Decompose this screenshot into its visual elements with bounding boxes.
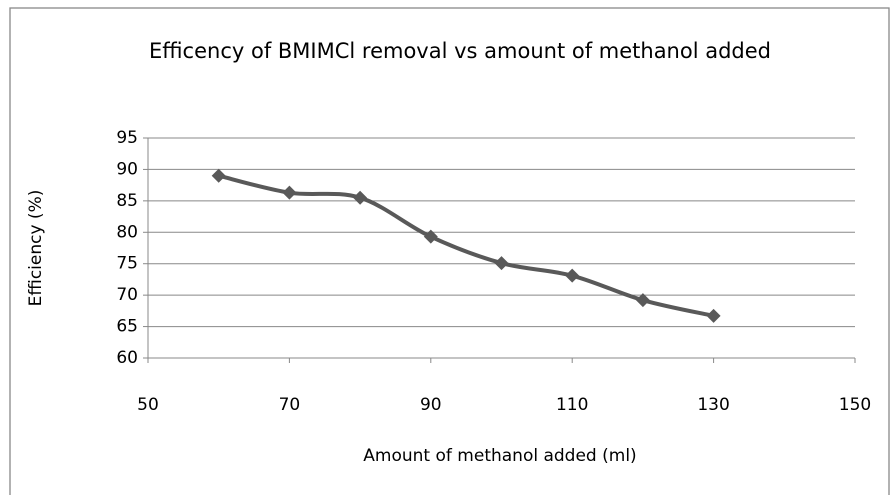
y-tick-label: 75: [116, 254, 138, 274]
x-tick-label: 50: [137, 395, 159, 415]
x-tick-label: 110: [556, 395, 588, 415]
y-tick-label: 95: [116, 128, 138, 148]
y-tick-label: 70: [116, 285, 138, 305]
marker: [494, 256, 509, 271]
marker: [353, 190, 368, 205]
marker: [565, 268, 580, 283]
y-tick-label: 65: [116, 317, 138, 337]
y-axis-title: Efficiency (%): [26, 190, 46, 307]
x-tick-label: 90: [420, 395, 442, 415]
marker: [423, 229, 438, 244]
chart-title: Efficency of BMIMCl removal vs amount of…: [148, 39, 772, 63]
y-tick-label: 80: [116, 222, 138, 242]
x-tick-label: 150: [839, 395, 871, 415]
x-axis-title: Amount of methanol added (ml): [363, 446, 636, 466]
series-line: [218, 173, 715, 318]
y-tick-label: 90: [116, 159, 138, 179]
y-tick-label: 60: [116, 348, 138, 368]
marker: [282, 185, 297, 200]
chart-frame: [9, 7, 890, 495]
marker: [706, 308, 721, 323]
marker: [211, 168, 226, 183]
x-tick-label: 130: [697, 395, 729, 415]
y-tick-label: 85: [116, 191, 138, 211]
marker: [635, 293, 650, 308]
x-tick-label: 70: [279, 395, 301, 415]
